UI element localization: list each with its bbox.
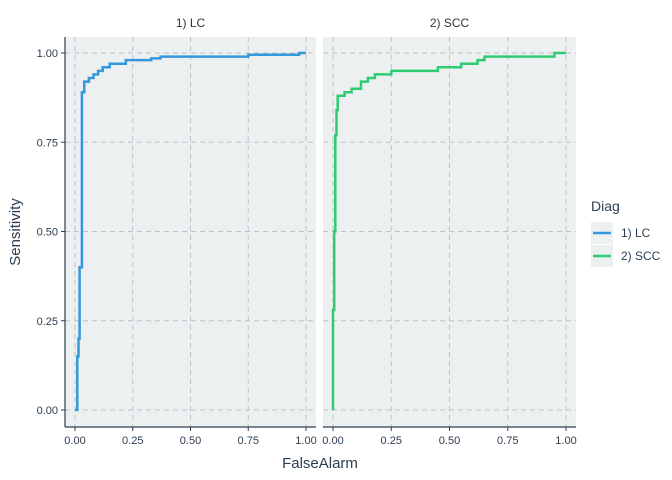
x-tick-label: 0.25 [381, 435, 402, 447]
x-tick-label: 0.75 [497, 435, 518, 447]
x-tick-label: 0.50 [180, 435, 201, 447]
x-tick-label: 0.50 [439, 435, 460, 447]
legend: Diag 1) LC 2) SCC [591, 198, 661, 267]
legend-label-lc: 1) LC [621, 226, 651, 240]
facet-panel-lc: 1) LC [65, 10, 316, 427]
y-tick-label: 0.25 [37, 316, 58, 328]
roc-line-scc [331, 51, 566, 410]
axis-ticks: 0.00 0.25 0.50 0.75 1.00 0.00 0.25 0.50 0.75 1.00… [37, 48, 577, 447]
x-tick-label: 1.00 [555, 435, 576, 447]
y-tick-label: 0.50 [37, 227, 58, 239]
strip-background [323, 10, 576, 36]
strip-label: 2) SCC [430, 16, 470, 30]
x-tick-label: 0.25 [122, 435, 143, 447]
grid-lines [65, 37, 316, 427]
y-axis-title: Sensitivity [7, 198, 24, 266]
strip-background [65, 10, 316, 36]
roc-line-lc [75, 51, 306, 412]
y-tick-label: 0.00 [37, 405, 58, 417]
y-tick-label: 1.00 [37, 48, 58, 60]
x-tick-label: 0.00 [64, 435, 85, 447]
y-tick-label: 0.75 [37, 137, 58, 149]
legend-title: Diag [591, 198, 620, 214]
x-tick-label: 0.00 [322, 435, 343, 447]
x-tick-label: 1.00 [295, 435, 316, 447]
legend-label-scc: 2) SCC [621, 249, 661, 263]
x-axis-title: FalseAlarm [282, 455, 358, 472]
facet-panel-scc: 2) SCC [323, 10, 576, 427]
grid-lines [323, 37, 576, 427]
x-tick-label: 0.75 [238, 435, 259, 447]
strip-label: 1) LC [176, 16, 206, 30]
